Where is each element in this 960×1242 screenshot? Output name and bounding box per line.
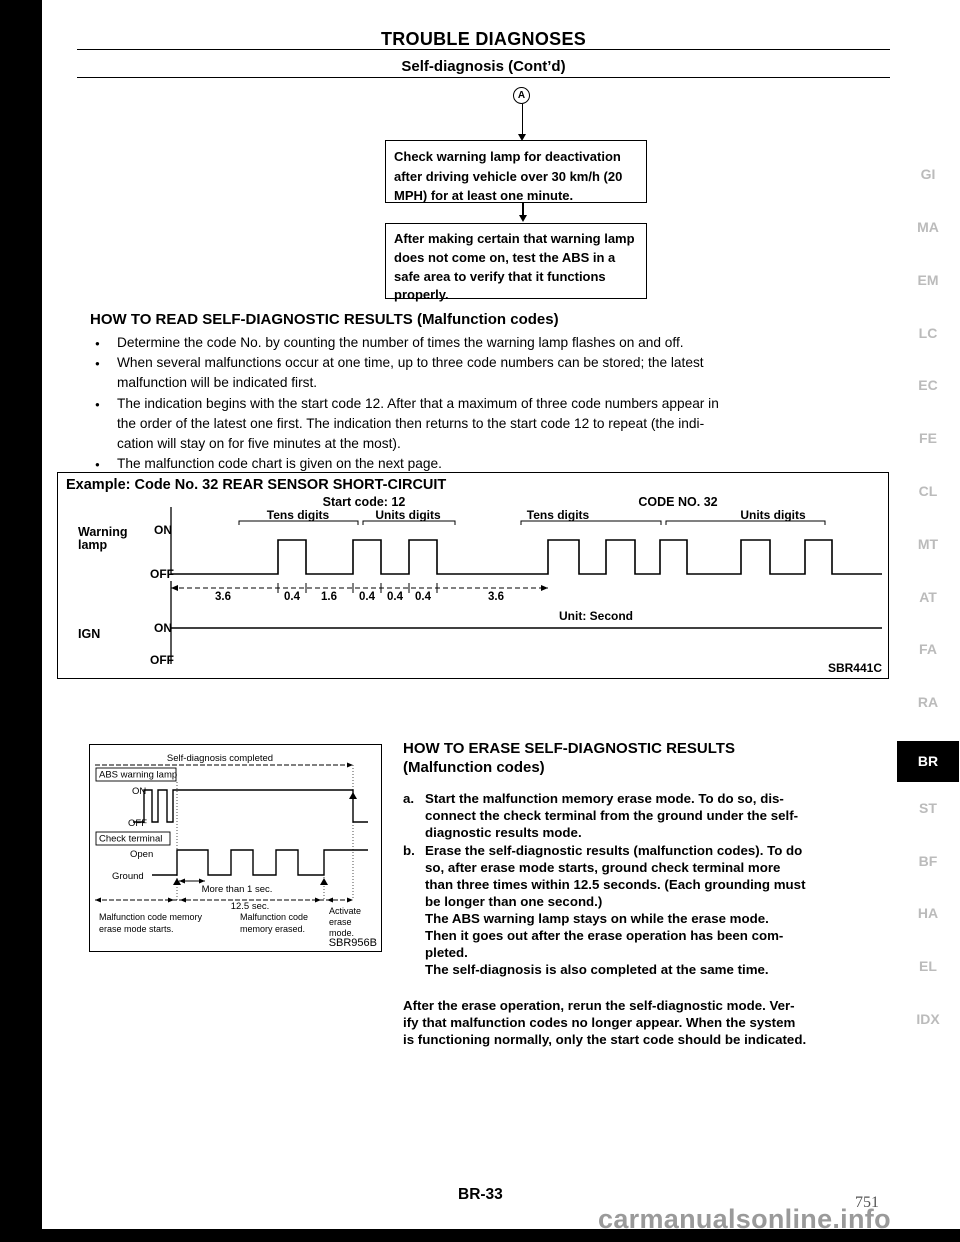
svg-text:Ground: Ground bbox=[112, 871, 144, 882]
svg-text:memory erased.: memory erased. bbox=[240, 924, 305, 934]
svg-text:IGN: IGN bbox=[78, 627, 100, 641]
svg-text:erase mode starts.: erase mode starts. bbox=[99, 924, 174, 934]
svg-text:Activate: Activate bbox=[329, 906, 361, 916]
svg-text:Warning: Warning bbox=[78, 525, 128, 539]
svg-text:ON: ON bbox=[154, 523, 172, 537]
svg-text:ABS warning lamp: ABS warning lamp bbox=[99, 770, 177, 781]
svg-text:0.4: 0.4 bbox=[387, 591, 404, 603]
svg-text:CODE NO. 32: CODE NO. 32 bbox=[638, 495, 717, 509]
svg-text:Malfunction code memory: Malfunction code memory bbox=[99, 912, 203, 922]
svg-text:Start code: 12: Start code: 12 bbox=[323, 495, 406, 509]
svg-text:lamp: lamp bbox=[78, 538, 108, 552]
svg-text:0.4: 0.4 bbox=[284, 591, 301, 603]
svg-text:ON: ON bbox=[154, 621, 172, 635]
svg-text:Check terminal: Check terminal bbox=[99, 834, 162, 845]
svg-text:12.5 sec.: 12.5 sec. bbox=[231, 901, 270, 912]
svg-text:3.6: 3.6 bbox=[215, 591, 231, 603]
svg-text:Tens digits: Tens digits bbox=[527, 508, 590, 522]
svg-text:0.4: 0.4 bbox=[415, 591, 432, 603]
svg-text:Units digits: Units digits bbox=[740, 508, 806, 522]
svg-text:Units digits: Units digits bbox=[375, 508, 441, 522]
svg-text:erase: erase bbox=[329, 917, 352, 927]
svg-text:Unit: Second: Unit: Second bbox=[559, 609, 633, 623]
svg-text:0.4: 0.4 bbox=[359, 591, 376, 603]
svg-text:3.6: 3.6 bbox=[488, 591, 504, 603]
svg-text:1.6: 1.6 bbox=[321, 591, 337, 603]
svg-text:Self-diagnosis completed: Self-diagnosis completed bbox=[167, 753, 273, 764]
svg-text:Malfunction code: Malfunction code bbox=[240, 912, 308, 922]
svg-text:Tens digits: Tens digits bbox=[267, 508, 330, 522]
svg-text:Open: Open bbox=[130, 849, 153, 860]
svg-text:More than 1 sec.: More than 1 sec. bbox=[202, 884, 273, 895]
